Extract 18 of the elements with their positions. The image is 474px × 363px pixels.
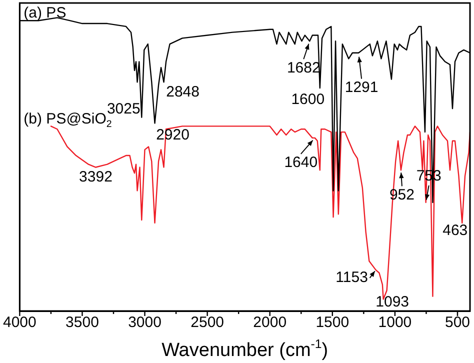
- x-tick-label: 1500: [316, 314, 350, 332]
- x-tick-label: 2000: [253, 314, 287, 332]
- annotation: 1291: [344, 79, 378, 96]
- x-tick-label: 3000: [128, 314, 162, 332]
- x-tick-label: 1000: [378, 314, 412, 332]
- annotation: 463: [442, 222, 468, 240]
- x-tick-label: 4000: [2, 314, 36, 332]
- x-tick-label: 2500: [190, 314, 224, 332]
- annotation: 3392: [79, 168, 112, 186]
- x-tick-label: 3500: [66, 314, 99, 332]
- series-label: (a) PS: [24, 4, 66, 22]
- annotation: 1640: [284, 154, 318, 172]
- annotation: 1093: [376, 293, 410, 310]
- annotation: 1153: [336, 269, 368, 286]
- annotation: 2848: [166, 83, 200, 100]
- x-tick-label: 500: [444, 314, 470, 332]
- annotation: 1600: [291, 91, 325, 108]
- annotation: 3025: [106, 100, 140, 118]
